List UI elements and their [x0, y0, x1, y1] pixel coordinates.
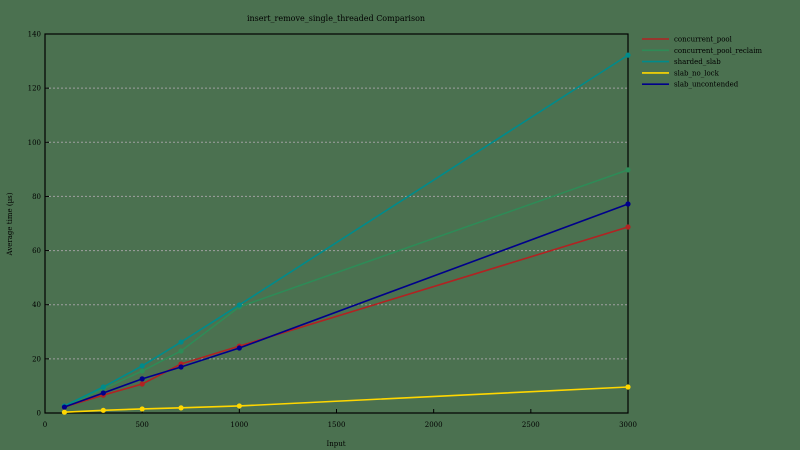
- gridlines: [45, 87, 628, 360]
- chart-title: insert_remove_single_threaded Comparison: [247, 14, 425, 23]
- y-tick-label: 120: [28, 85, 41, 93]
- data-point: [100, 384, 106, 390]
- x-tick-label: 1500: [328, 421, 346, 429]
- y-axis-label: Average time (µs): [6, 192, 14, 256]
- x-tick-label: 1000: [230, 421, 248, 429]
- plot-border: [44, 33, 629, 414]
- data-point: [625, 201, 631, 207]
- legend-label: slab_uncontended: [674, 81, 739, 89]
- data-point: [625, 384, 631, 390]
- y-tick-label: 80: [32, 193, 41, 201]
- data-point: [139, 368, 145, 374]
- legend-item: concurrent_pool_reclaim: [642, 47, 762, 55]
- data-point: [625, 52, 631, 58]
- y-tick-label: 40: [32, 301, 41, 309]
- x-tick-label: 3000: [619, 421, 637, 429]
- data-point: [178, 364, 184, 370]
- data-point: [139, 376, 145, 382]
- data-point: [178, 348, 184, 354]
- legend-label: concurrent_pool: [674, 36, 733, 44]
- axes: 0 20 40 60 80 100 120 140 0 500 1000 1500 2000 2500 30…: [28, 31, 637, 430]
- legend-label: concurrent_pool_reclaim: [674, 47, 762, 55]
- data-point: [178, 405, 184, 411]
- series-line: [64, 386, 629, 413]
- data-series: [61, 52, 631, 415]
- data-point: [625, 167, 631, 173]
- x-tick-label: 500: [135, 421, 148, 429]
- series-concurrent-pool-reclaim: [61, 167, 631, 410]
- data-point: [61, 404, 68, 410]
- data-point: [139, 363, 145, 369]
- data-point: [139, 406, 145, 412]
- x-tick-label: 2500: [522, 421, 540, 429]
- y-tick-label: 60: [32, 247, 41, 255]
- data-point: [236, 302, 242, 308]
- series-slab-no-lock: [61, 384, 631, 415]
- data-point: [236, 345, 242, 351]
- legend: concurrent_pool concurrent_pool_reclaimsh…: [642, 36, 762, 89]
- series-line: [64, 203, 629, 408]
- legend-item: concurrent_pool: [642, 36, 733, 44]
- data-point: [100, 407, 106, 413]
- legend-label: slab_no_lock: [674, 69, 720, 77]
- data-point: [236, 403, 242, 409]
- y-tick-label: 140: [28, 31, 41, 39]
- data-point: [61, 409, 68, 415]
- series-line: [64, 169, 629, 408]
- data-point: [625, 224, 631, 230]
- y-tick-label: 20: [32, 355, 41, 363]
- data-point: [178, 339, 184, 345]
- series-concurrent-pool: [61, 224, 631, 410]
- series-sharded-slab: [61, 52, 631, 409]
- legend-item: slab_uncontended: [642, 81, 739, 89]
- series-slab-uncontended: [61, 201, 631, 410]
- series-line: [64, 226, 629, 408]
- data-point: [100, 390, 106, 396]
- y-tick-label: 0: [37, 410, 41, 418]
- series-line: [64, 54, 629, 407]
- legend-label: sharded_slab: [674, 58, 721, 66]
- data-point: [139, 381, 145, 387]
- legend-item: sharded_slab: [642, 58, 721, 66]
- x-axis-label: Input: [326, 440, 345, 448]
- x-tick-label: 2000: [425, 421, 443, 429]
- legend-item: slab_no_lock: [642, 69, 720, 77]
- y-tick-label: 100: [28, 139, 41, 147]
- x-tick-label: 0: [43, 421, 47, 429]
